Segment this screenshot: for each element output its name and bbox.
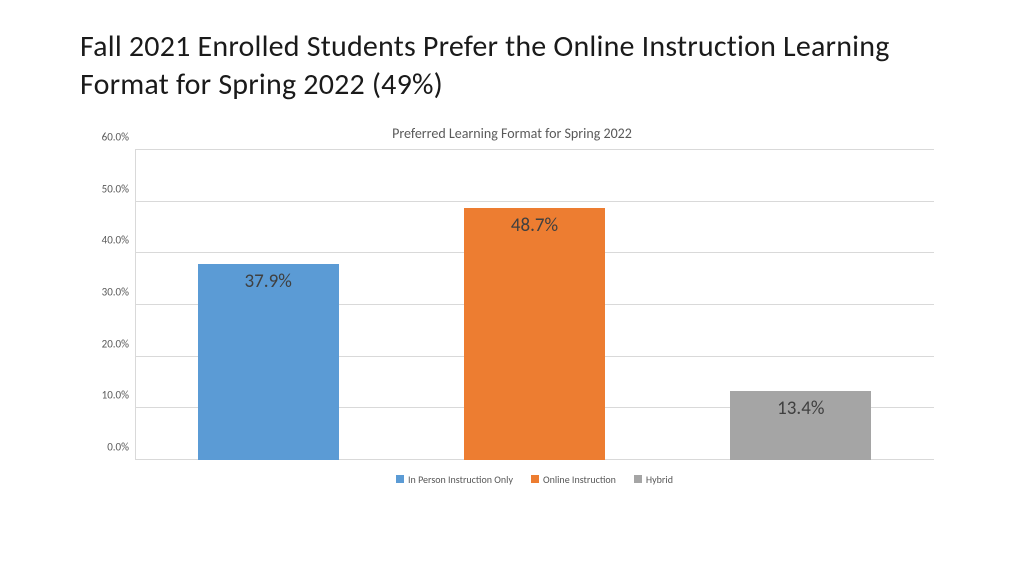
ytick-label: 20.0%: [102, 337, 135, 350]
bar-slot: 48.7%: [401, 150, 667, 460]
ytick-label: 60.0%: [102, 131, 135, 144]
legend: In Person Instruction Only Online Instru…: [135, 468, 934, 490]
bar-hybrid: 13.4%: [730, 391, 871, 460]
legend-swatch-icon: [634, 475, 642, 483]
bar-in-person: 37.9%: [198, 264, 339, 460]
legend-label: In Person Instruction Only: [408, 473, 513, 486]
bar-online: 48.7%: [464, 208, 605, 460]
legend-item-in-person: In Person Instruction Only: [396, 473, 513, 486]
legend-label: Online Instruction: [543, 473, 616, 486]
chart-title: Preferred Learning Format for Spring 202…: [80, 125, 944, 142]
bar-value-label: 48.7%: [464, 214, 605, 237]
legend-swatch-icon: [531, 475, 539, 483]
ytick-label: 0.0%: [107, 441, 135, 454]
ytick-label: 30.0%: [102, 286, 135, 299]
ytick-label: 10.0%: [102, 389, 135, 402]
slide: Fall 2021 Enrolled Students Prefer the O…: [0, 0, 1024, 576]
bar-value-label: 37.9%: [198, 270, 339, 293]
bar-value-label: 13.4%: [730, 397, 871, 420]
legend-swatch-icon: [396, 475, 404, 483]
ytick-label: 50.0%: [102, 182, 135, 195]
bar-slot: 13.4%: [668, 150, 934, 460]
bar-chart: 0.0% 10.0% 20.0% 30.0% 40.0% 50.0% 60.0%…: [80, 150, 944, 490]
legend-item-online: Online Instruction: [531, 473, 616, 486]
page-title: Fall 2021 Enrolled Students Prefer the O…: [80, 28, 944, 103]
bar-slot: 37.9%: [135, 150, 401, 460]
legend-item-hybrid: Hybrid: [634, 473, 673, 486]
ytick-label: 40.0%: [102, 234, 135, 247]
legend-label: Hybrid: [646, 473, 673, 486]
bars-container: 37.9% 48.7% 13.4%: [135, 150, 934, 460]
plot-area: 0.0% 10.0% 20.0% 30.0% 40.0% 50.0% 60.0%…: [135, 150, 934, 460]
